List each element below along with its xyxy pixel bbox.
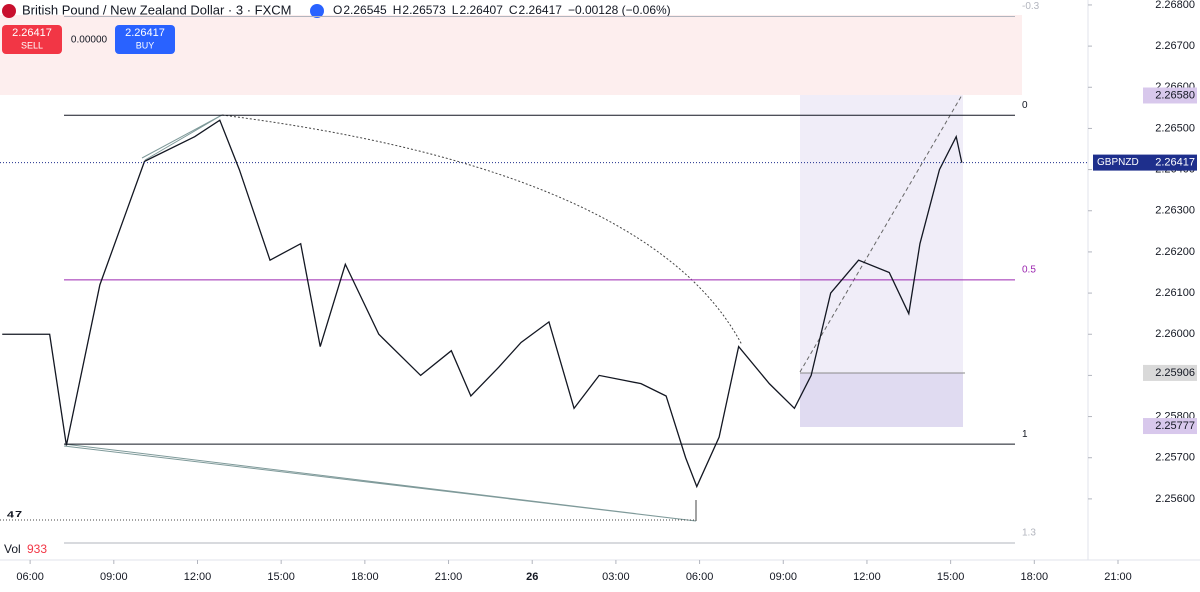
price-tag [1143,418,1197,435]
buy-button[interactable] [115,25,175,54]
x-tick-label: 15:00 [267,571,295,583]
x-tick-label: 06:00 [16,571,44,583]
y-tick-label: 2.26100 [1155,287,1195,299]
logo: ⁴⁷ [6,506,22,526]
series-name: GBPNZD [1097,157,1139,168]
arc [221,114,743,346]
x-tick-label: 21:00 [435,571,463,583]
buy-price: 2.26417 [125,27,165,39]
buy-label: BUY [136,40,155,50]
y-tick-label: 2.26200 [1155,246,1195,258]
spread: 0.00000 [71,35,108,46]
y-tick-label: 2.26500 [1155,122,1195,134]
price-tag-label: 2.25906 [1155,367,1195,379]
position-box [800,95,963,427]
price-line [2,119,963,489]
symbol-title: British Pound / New Zealand Dollar · 3 ·… [22,2,291,17]
ohlc-value: 2.26407 [459,3,503,17]
y-tick-label: 2.25700 [1155,452,1195,464]
price-tag [1143,87,1197,104]
x-tick-label: 12:00 [184,571,212,583]
x-tick-label: 09:00 [100,571,128,583]
y-tick-label: 2.26000 [1155,328,1195,340]
ohlc-value: 2.26545 [343,3,387,17]
sell-label: SELL [21,40,43,50]
fib-label: 1 [1022,429,1028,440]
price-tag-label: 2.26580 [1155,89,1195,101]
trend-wedge [63,443,697,522]
x-tick-label: 15:00 [937,571,965,583]
x-tick-label: 26 [526,571,538,583]
y-tick-label: 2.26300 [1155,205,1195,217]
ohlc-label: H [393,3,402,17]
projection [799,94,963,373]
price-tag [1143,364,1197,381]
x-tick-label: 09:00 [769,571,797,583]
y-tick-label: 2.25600 [1155,493,1195,505]
x-tick-label: 12:00 [853,571,881,583]
ohlc-value: 2.26573 [402,3,446,17]
sell-price: 2.26417 [12,27,52,39]
fib-label: 0 [1022,100,1028,111]
trend-wedge [141,114,223,161]
change: −0.00128 (−0.06%) [568,3,671,17]
volume-value: 933 [27,542,47,556]
volume-label: Vol [4,542,21,556]
ohlc-value: 2.26417 [519,3,563,17]
header: British Pound / New Zealand Dollar · 3 ·… [2,2,671,18]
replay-button[interactable] [310,4,324,18]
price-tag-label: 2.25777 [1155,420,1195,432]
ohlc-label: L [452,3,459,17]
x-tick-label: 03:00 [602,571,630,583]
fib-label: -0.3 [1022,1,1040,12]
x-tick-label: 18:00 [351,571,379,583]
x-tick-label: 18:00 [1021,571,1049,583]
position-box-lower [800,373,963,427]
last-price-tag [1093,154,1197,171]
x-tick-label: 06:00 [686,571,714,583]
last-price-label: 2.26417 [1155,157,1195,169]
ohlc-label: C [509,3,518,17]
y-tick-label: 2.26800 [1155,0,1195,11]
fib-label: 0.5 [1022,265,1036,276]
symbol-icon [2,4,16,18]
sell-button[interactable] [2,25,62,54]
fib-label: 1.3 [1022,528,1036,539]
ohlc-label: O [333,3,342,17]
x-tick-label: 21:00 [1104,571,1132,583]
y-tick-label: 2.26700 [1155,40,1195,52]
